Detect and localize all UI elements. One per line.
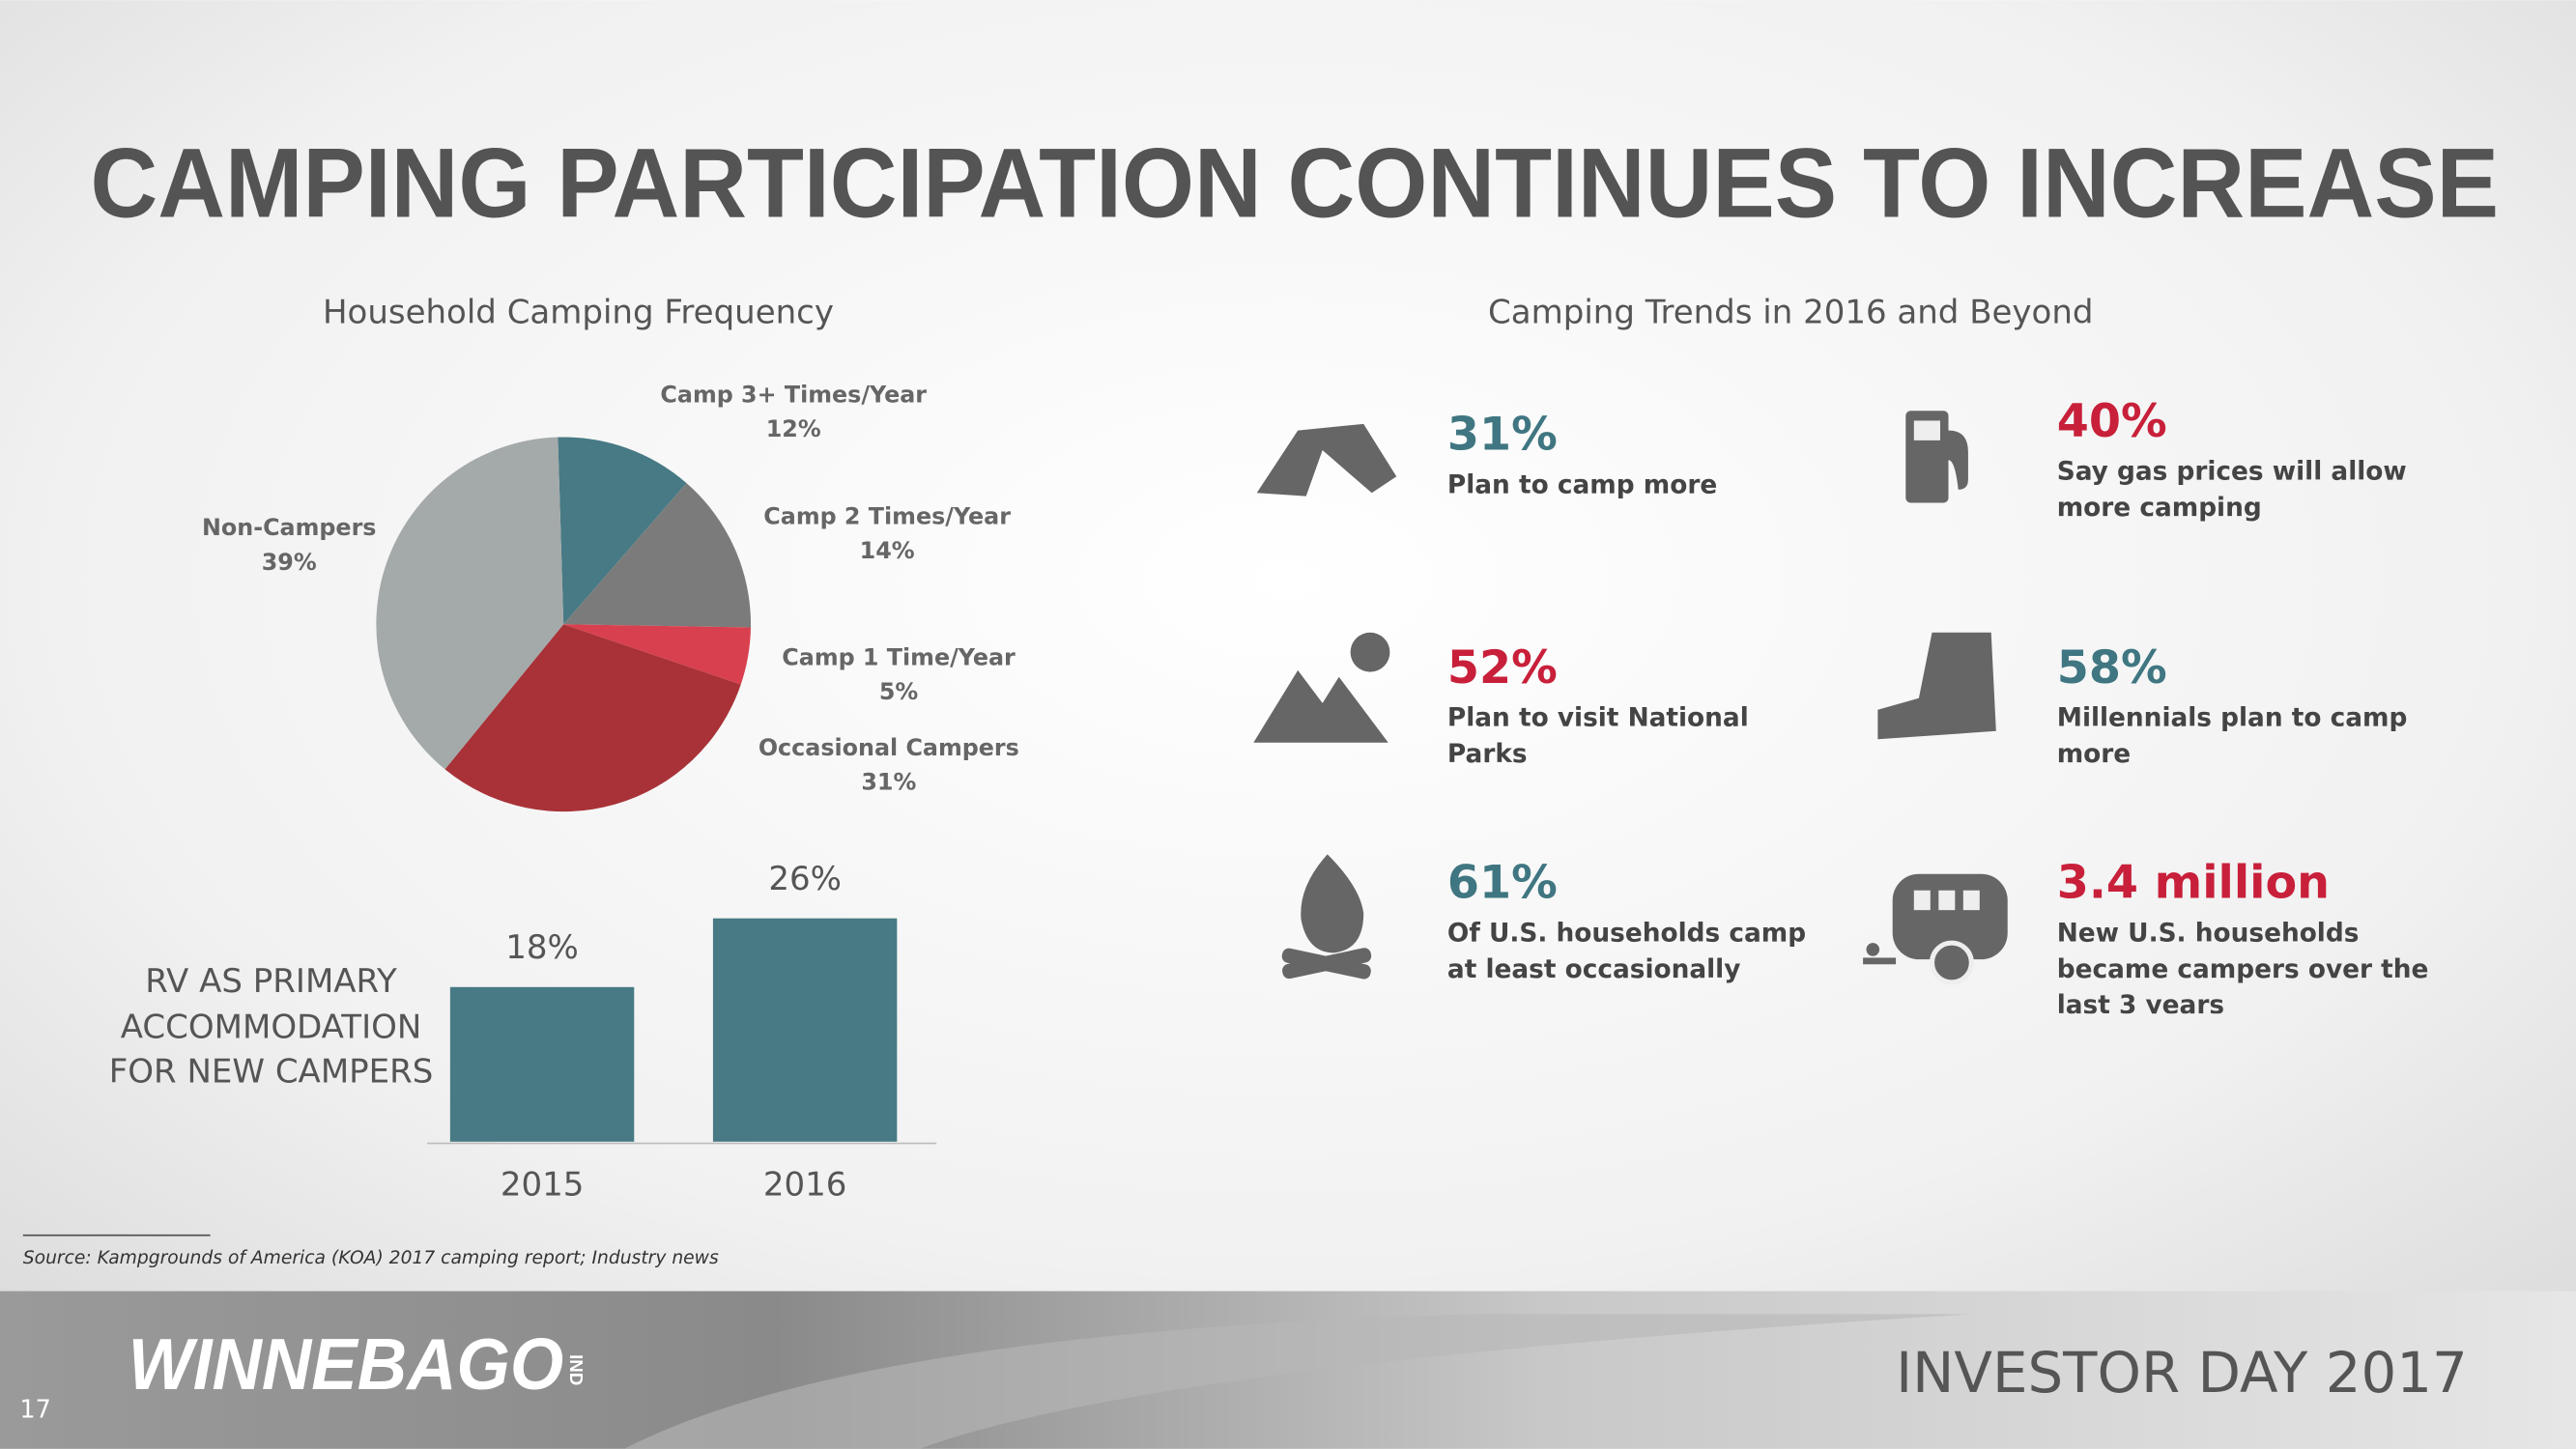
trend-stat: 31% <box>1447 408 1558 461</box>
trend-text: Of U.S. households camp at least occasio… <box>1446 918 1807 984</box>
logo-suffix: IND <box>566 1354 587 1385</box>
pie-slice <box>376 437 564 770</box>
event-name: INVESTOR DAY 2017 <box>1896 1340 2468 1406</box>
logo: WINNEBAGO <box>129 1323 564 1405</box>
pie-value-label: 14% <box>860 537 915 564</box>
fire-icon <box>1281 854 1372 980</box>
icons <box>1253 411 2008 985</box>
trend-text: Millennials plan to camp more <box>2056 702 2408 769</box>
trends-title: Camping Trends in 2016 and Beyond <box>1488 293 2093 331</box>
trend-stat: 40% <box>2057 395 2167 448</box>
trend-text: Plan to visit National Parks <box>1446 702 1749 769</box>
pie-title: Household Camping Frequency <box>323 293 834 331</box>
boot-icon <box>1877 632 1996 740</box>
pie-label: Camp 1 Time/Year <box>782 643 1016 670</box>
gas-icon <box>1905 411 1968 503</box>
page-number: 17 <box>19 1396 50 1425</box>
bar-value-label: 18% <box>505 928 579 967</box>
pie-label: Camp 3+ Times/Year <box>660 381 927 408</box>
pie-slice <box>563 624 751 685</box>
trend-text-box: Millennials plan to camp more <box>2056 702 2408 769</box>
pie-slice <box>558 437 687 625</box>
x-tick-label: 2016 <box>763 1165 847 1204</box>
pie-slice <box>444 624 741 812</box>
bar <box>712 918 898 1142</box>
mountain-icon <box>1253 632 1390 743</box>
bar-chart-label-box: RV AS PRIMARY ACCOMMODATION FOR NEW CAMP… <box>108 960 434 1092</box>
pie-value-label: 39% <box>262 549 317 576</box>
trend-text: Say gas prices will allow more camping <box>2056 456 2407 523</box>
tent-icon <box>1256 423 1397 497</box>
source-note: Source: Kampgrounds of America (KOA) 201… <box>23 1248 719 1268</box>
x-tick-label: 2015 <box>501 1165 585 1204</box>
pie-value-label: 31% <box>861 769 916 796</box>
bar <box>449 986 635 1142</box>
pie-label: Non-Campers <box>202 514 376 541</box>
trend-stat: 61% <box>1447 857 1558 910</box>
trend-text: Plan to camp more <box>1446 469 1718 500</box>
pie-label: Occasional Campers <box>758 734 1019 761</box>
road <box>624 1314 1972 1449</box>
trend-text-box: New U.S. households became campers over … <box>2056 918 2429 1014</box>
bar-value-label: 26% <box>768 860 842 898</box>
slide-title: CAMPING PARTICIPATION CONTINUES TO INCRE… <box>91 128 2500 238</box>
trend-stat: 58% <box>2057 641 2167 695</box>
trend-text: New U.S. households became campers over … <box>2056 918 2429 1014</box>
bar-chart-label: RV AS PRIMARY ACCOMMODATION FOR NEW CAMP… <box>108 960 434 1092</box>
pie-value-label: 5% <box>879 678 919 705</box>
trend-stat: 3.4 million <box>2057 857 2330 910</box>
trend-stat: 52% <box>1447 641 1558 695</box>
pie-slice <box>563 483 752 628</box>
trend-text-box: Of U.S. households camp at least occasio… <box>1446 918 1807 984</box>
pie-label: Camp 2 Times/Year <box>763 502 1011 529</box>
trend-text-box: Say gas prices will allow more camping <box>2056 456 2407 523</box>
pie-value-label: 12% <box>766 415 821 442</box>
trailer-icon <box>1863 873 2008 985</box>
trend-text-box: Plan to camp more <box>1446 469 1718 500</box>
trend-text-box: Plan to visit National Parks <box>1446 702 1749 769</box>
